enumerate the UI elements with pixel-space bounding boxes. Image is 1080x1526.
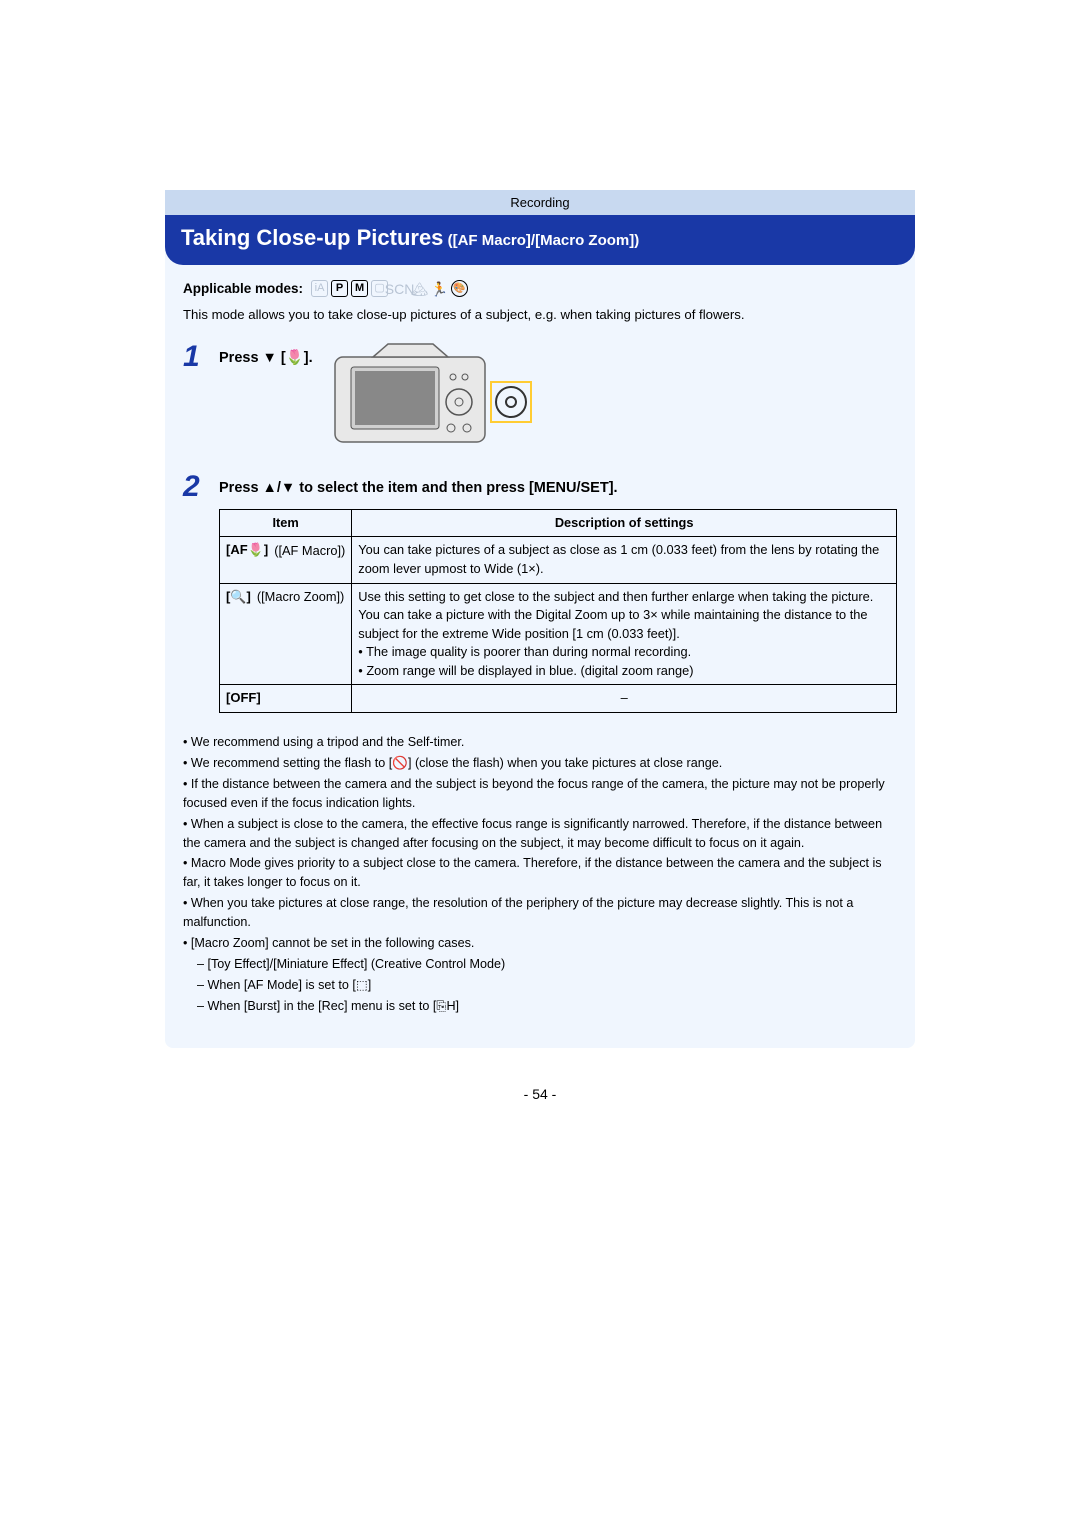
table-row: [🔍] ([Macro Zoom]) Use this setting to g… <box>220 583 897 685</box>
step-1-heading: Press ▼ [🌷]. <box>219 348 313 372</box>
off-desc: – <box>352 685 897 713</box>
macro-zoom-label: ([Macro Zoom]) <box>257 588 344 607</box>
table-header-item: Item <box>220 509 352 537</box>
mode-scn-icon: SCN <box>391 280 408 297</box>
step-2-number: 2 <box>183 472 205 713</box>
mode-ia-icon: iA <box>311 280 328 297</box>
macro-zoom-icon: [🔍] <box>226 588 251 607</box>
step-1: 1 Press ▼ [🌷]. <box>183 342 897 452</box>
note-item: • [Macro Zoom] cannot be set in the foll… <box>183 934 897 953</box>
notes-block: • We recommend using a tripod and the Se… <box>183 733 897 1015</box>
note-item: • We recommend using a tripod and the Se… <box>183 733 897 752</box>
mode-sport-icon: 🏃 <box>431 280 448 297</box>
note-item: • If the distance between the camera and… <box>183 775 897 813</box>
step-1-number: 1 <box>183 342 205 372</box>
settings-table: Item Description of settings [AF🌷] ([AF … <box>219 509 897 713</box>
table-row: [AF🌷] ([AF Macro]) You can take pictures… <box>220 537 897 583</box>
breadcrumb: Recording <box>165 190 915 215</box>
intro-text: This mode allows you to take close-up pi… <box>183 305 897 324</box>
camera-back-svg <box>333 342 533 447</box>
note-subitem: – When [AF Mode] is set to [⬚] <box>197 976 897 995</box>
mode-palette-icon: 🎨 <box>451 280 468 297</box>
page-title: Taking Close-up Pictures <box>181 225 443 250</box>
note-item: • We recommend setting the flash to [🚫] … <box>183 754 897 773</box>
table-row: [OFF] – <box>220 685 897 713</box>
note-subitem: – [Toy Effect]/[Miniature Effect] (Creat… <box>197 955 897 974</box>
mode-mountain-icon: 🏔 <box>411 280 428 297</box>
macro-zoom-desc: Use this setting to get close to the sub… <box>352 583 897 685</box>
step-2: 2 Press ▲/▼ to select the item and then … <box>183 472 897 713</box>
table-header-desc: Description of settings <box>352 509 897 537</box>
af-macro-desc: You can take pictures of a subject as cl… <box>352 537 897 583</box>
applicable-modes-row: Applicable modes: iA P M ▢ SCN 🏔 🏃 🎨 <box>183 279 897 299</box>
camera-diagram <box>333 342 533 452</box>
page-title-bar: Taking Close-up Pictures ([AF Macro]/[Ma… <box>165 215 915 265</box>
page-number: - 54 - <box>165 1086 915 1102</box>
mode-icons: iA P M ▢ SCN 🏔 🏃 🎨 <box>311 280 468 297</box>
note-item: • Macro Mode gives priority to a subject… <box>183 854 897 892</box>
note-item: • When you take pictures at close range,… <box>183 894 897 932</box>
step-2-heading: Press ▲/▼ to select the item and then pr… <box>219 478 897 499</box>
af-macro-icon: [AF🌷] <box>226 541 268 560</box>
af-macro-label: ([AF Macro]) <box>274 542 345 561</box>
note-subitem: – When [Burst] in the [Rec] menu is set … <box>197 997 897 1016</box>
mode-p-icon: P <box>331 280 348 297</box>
off-label: [OFF] <box>226 690 261 705</box>
applicable-modes-label: Applicable modes: <box>183 279 303 299</box>
mode-m-icon: M <box>351 280 368 297</box>
page-title-sub: ([AF Macro]/[Macro Zoom]) <box>443 232 639 249</box>
note-item: • When a subject is close to the camera,… <box>183 815 897 853</box>
